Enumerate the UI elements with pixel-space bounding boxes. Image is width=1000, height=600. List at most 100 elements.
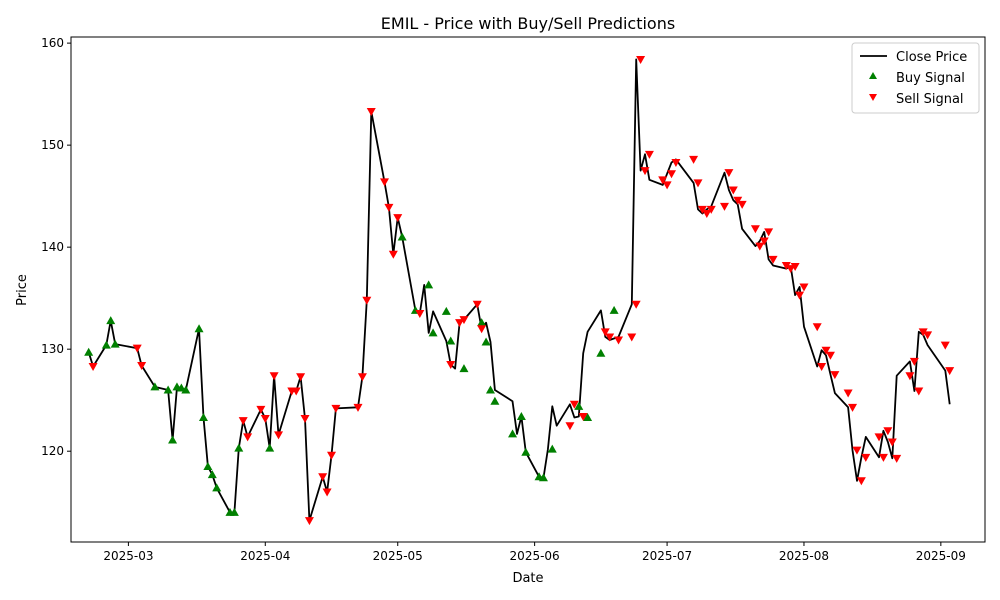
legend-close-price-label: Close Price <box>896 50 967 65</box>
sell-signal-marker <box>892 454 902 463</box>
buy-signal-marker <box>181 385 191 394</box>
sell-signal-marker <box>569 400 579 409</box>
sell-signal-marker <box>362 296 372 305</box>
sell-signal-marker <box>667 170 677 179</box>
x-tick-label: 2025-06 <box>510 549 560 563</box>
sell-signal-marker <box>883 427 893 436</box>
buy-signal-marker <box>163 385 173 394</box>
y-tick-label: 150 <box>41 138 64 152</box>
legend-buy-signal-label: Buy Signal <box>896 71 965 86</box>
sell-signal-marker <box>636 55 646 64</box>
x-tick-label: 2025-05 <box>373 549 423 563</box>
sell-signal-marker <box>812 323 822 332</box>
sell-signal-marker <box>477 325 487 334</box>
sell-signal-marker <box>322 488 332 497</box>
sell-signal-marker <box>88 363 98 372</box>
sell-signal-marker <box>843 389 853 398</box>
sell-signal-marker <box>737 200 747 209</box>
sell-signal-marker <box>379 178 389 187</box>
sell-signal-marker <box>274 431 284 440</box>
buy-signal-marker <box>212 483 222 492</box>
sell-signal-marker <box>914 387 924 396</box>
sell-signal-marker <box>689 155 699 164</box>
buy-signal-marker <box>229 507 239 516</box>
sell-signal-marker <box>799 283 809 292</box>
y-tick-label: 130 <box>41 342 64 356</box>
x-tick-label: 2025-09 <box>916 549 966 563</box>
sell-signal-marker <box>662 181 672 190</box>
sell-signal-marker <box>825 351 835 360</box>
close-price-line <box>87 58 951 522</box>
sell-signal-marker <box>291 387 301 396</box>
sell-signal-marker <box>759 237 769 246</box>
buy-signal-marker <box>110 339 120 348</box>
buy-signal-marker <box>609 305 619 314</box>
sell-signal-marker <box>357 373 367 382</box>
sell-signal-marker <box>658 176 668 185</box>
buy-signal-marker <box>459 364 469 373</box>
sell-signal-marker <box>790 263 800 272</box>
legend-sell-signal-swatch <box>869 94 877 101</box>
sell-signal-marker <box>878 453 888 462</box>
sell-signal-marker <box>905 372 915 381</box>
sell-signal-marker <box>644 150 654 159</box>
sell-signal-marker <box>327 451 337 460</box>
buy-signal-marker <box>106 316 116 325</box>
sell-signal-marker <box>918 328 928 337</box>
buy-signal-marker <box>508 429 518 438</box>
buy-signal-marker <box>441 306 451 315</box>
sell-signal-marker <box>781 262 791 271</box>
sell-signal-marker <box>719 202 729 211</box>
sell-signal-marker <box>605 333 615 342</box>
sell-signal-marker <box>750 225 760 234</box>
buy-signal-marker <box>538 473 548 482</box>
buy-signal-marker <box>101 340 111 349</box>
sell-signal-marker <box>631 300 641 309</box>
buy-signal-marker <box>485 385 495 394</box>
sell-signal-marker <box>795 291 805 300</box>
axes-frame <box>70 36 986 543</box>
buy-signal-marker <box>198 413 208 422</box>
sell-signal-marker <box>817 363 827 372</box>
sell-signal-marker <box>768 255 778 264</box>
close-price-line-layer <box>87 58 951 522</box>
buy-signal-marker <box>481 337 491 346</box>
buy-signal-marker <box>397 232 407 241</box>
sell-signal-marker <box>137 362 147 371</box>
sell-signal-marker <box>459 316 469 325</box>
sell-signal-marker <box>693 179 703 188</box>
buy-signal-marker <box>446 336 456 345</box>
sell-signal-marker <box>706 205 716 214</box>
sell-signal-marker <box>455 319 465 328</box>
sell-signal-marker <box>415 309 425 318</box>
sell-signal-marker <box>300 415 310 424</box>
buy-signal-marker <box>547 444 557 453</box>
sell-signal-marker <box>764 228 774 237</box>
sell-signal-marker <box>256 405 266 414</box>
sell-signal-marker <box>940 341 950 350</box>
sell-signal-marker <box>600 328 610 337</box>
sell-signal-marker <box>393 214 403 223</box>
plot-area <box>70 36 986 543</box>
sell-signal-marker <box>848 403 858 412</box>
sell-signal-marker <box>304 517 314 526</box>
sell-signal-marker <box>614 336 624 345</box>
y-tick-label: 120 <box>41 444 64 458</box>
sell-signal-marker <box>830 371 840 380</box>
sell-signal-marker <box>671 158 681 167</box>
sell-signal-marker <box>132 344 142 353</box>
sell-signal-marker <box>923 331 933 340</box>
sell-signal-marker <box>269 372 279 381</box>
buy-signal-marker <box>521 447 531 456</box>
sell-signal-marker <box>238 417 248 426</box>
x-tick-label: 2025-03 <box>103 549 153 563</box>
buy-signal-marker <box>265 443 275 452</box>
buy-signal-marker <box>574 401 584 410</box>
buy-signal-marker <box>84 347 94 356</box>
sell-signal-marker <box>909 357 919 366</box>
sell-signal-marker <box>578 413 588 422</box>
y-tick-label: 140 <box>41 240 64 254</box>
sell-signal-marker <box>318 473 328 482</box>
